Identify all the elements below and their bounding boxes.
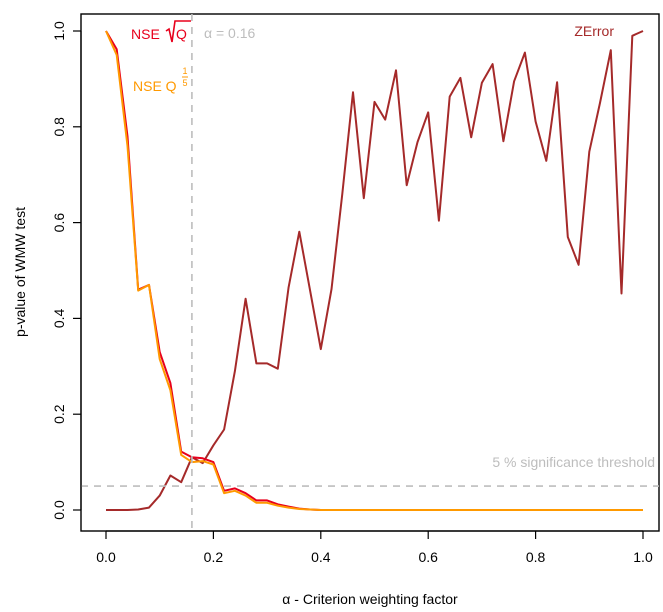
x-axis: 0.0 0.2 0.4 0.6 0.8 1.0 — [96, 530, 653, 565]
x-tick-label: 0.8 — [526, 549, 546, 565]
exponent-numerator: 1 — [182, 66, 187, 76]
x-tick-label: 0.4 — [311, 549, 331, 565]
exponent-denominator: 5 — [182, 78, 187, 88]
x-tick-label: 1.0 — [633, 549, 653, 565]
nse-q-fifth-label: NSE Q 1 5 — [133, 66, 188, 94]
y-axis-title: p-value of WMW test — [12, 207, 28, 337]
y-tick-label: 0.6 — [51, 213, 67, 233]
y-tick-label: 0.2 — [51, 404, 67, 424]
series-layer — [105, 30, 644, 511]
x-tick-label: 0.6 — [418, 549, 438, 565]
alpha-reference-label: α = 0.16 — [204, 25, 256, 41]
nse-sqrt-q-label-text: NSE — [131, 26, 160, 42]
zerror-label: ZError — [574, 23, 614, 39]
nse-sqrt-q-label: NSE Q — [131, 20, 191, 43]
significance-threshold-label: 5 % significance threshold — [492, 454, 655, 470]
y-axis: 0.0 0.2 0.4 0.6 0.8 1.0 — [51, 21, 82, 520]
sqrt-q-letter: Q — [176, 26, 187, 42]
sqrt-sign — [165, 20, 191, 43]
nse-q-fifth-label-text: NSE Q — [133, 78, 177, 94]
x-tick-label: 0.0 — [96, 549, 116, 565]
x-tick-label: 0.2 — [204, 549, 224, 565]
y-tick-label: 0.8 — [51, 117, 67, 137]
y-tick-label: 1.0 — [51, 21, 67, 41]
x-axis-title: α - Criterion weighting factor — [282, 591, 458, 607]
y-tick-label: 0.0 — [51, 500, 67, 520]
reference-lines-layer — [81, 14, 659, 531]
series-line-2 — [105, 30, 643, 511]
y-tick-label: 0.4 — [51, 308, 67, 328]
series-line-0 — [106, 30, 644, 511]
